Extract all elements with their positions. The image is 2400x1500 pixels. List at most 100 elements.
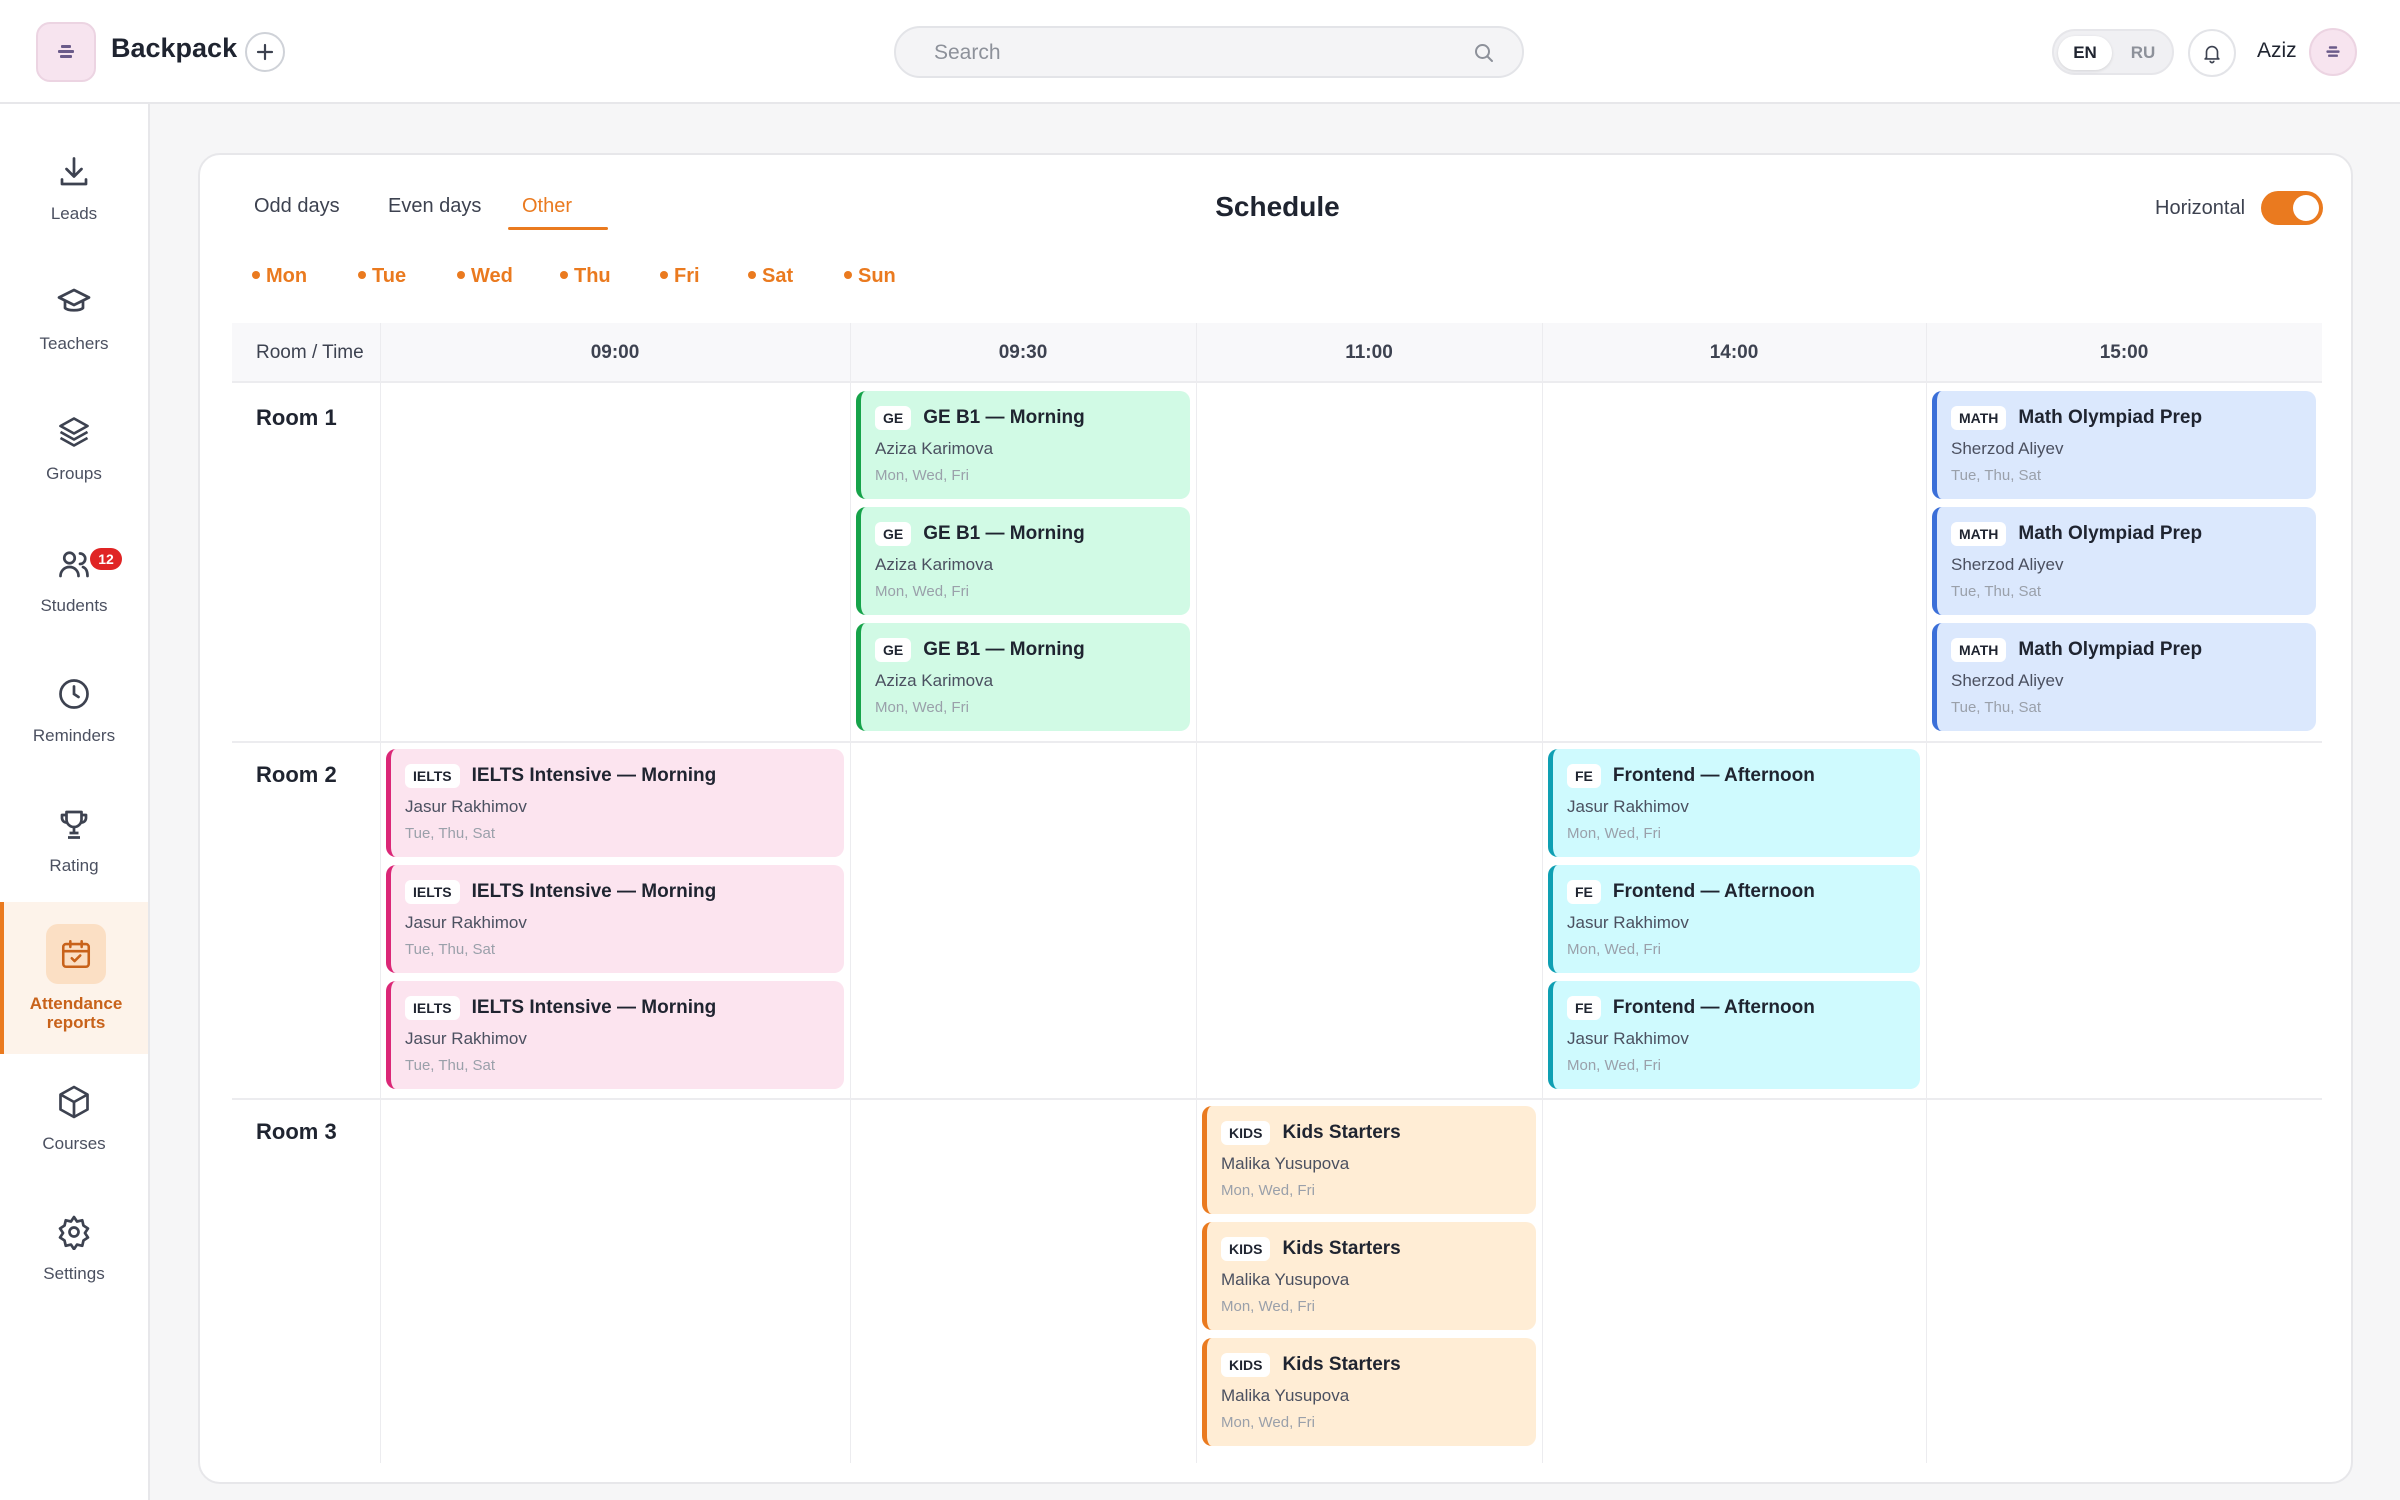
add-button[interactable]	[245, 32, 285, 72]
class-name: GE B1 — Morning	[923, 407, 1085, 428]
class-name: IELTS Intensive — Morning	[471, 881, 717, 902]
day-chip-wed[interactable]: Wed	[457, 265, 513, 288]
class-teacher: Jasur Rakhimov	[405, 1029, 527, 1048]
tab-odd-days[interactable]: Odd days	[254, 195, 340, 217]
sidebar-item-teachers[interactable]: Teachers	[0, 264, 148, 374]
class-teacher: Malika Yusupova	[1221, 1386, 1350, 1405]
class-days: Tue, Thu, Sat	[1951, 583, 2042, 600]
avatar[interactable]	[2309, 28, 2357, 76]
class-tag: FE	[1567, 996, 1601, 1020]
layers-icon	[59, 417, 89, 447]
class-teacher: Malika Yusupova	[1221, 1270, 1350, 1289]
class-card[interactable]: KIDS Kids Starters Malika Yusupova Mon, Wed…	[1202, 1222, 1536, 1330]
class-teacher: Aziza Karimova	[875, 439, 994, 458]
class-name: Math Olympiad Prep	[2018, 523, 2203, 544]
class-days: Mon, Wed, Fri	[1221, 1298, 1315, 1315]
class-card[interactable]: IELTS IELTS Intensive — Morning Jasur Rakh…	[386, 865, 844, 973]
class-tag: KIDS	[1221, 1353, 1271, 1377]
sidebar-item-students[interactable]: 12 Students	[0, 526, 148, 636]
day-chip-sun[interactable]: Sun	[844, 265, 896, 288]
time-column-header: 11:00	[1345, 342, 1393, 363]
students-count-badge: 12	[90, 548, 122, 570]
grid-header: Room / Time 09:00 09:30 11:00 14:00 15:0…	[232, 323, 2322, 383]
class-teacher: Aziza Karimova	[875, 555, 994, 574]
sidebar-item-leads[interactable]: Leads	[0, 134, 148, 244]
class-card[interactable]: MATH Math Olympiad Prep Sherzod Aliyev Tue,…	[1932, 623, 2316, 731]
bell-icon	[2204, 45, 2220, 64]
class-name: Kids Starters	[1282, 1122, 1401, 1143]
sidebar-item-label: Reminders	[32, 726, 116, 745]
sidebar-item-reminders[interactable]: Reminders	[0, 656, 148, 766]
class-card[interactable]: GE GE B1 — Morning Aziza Karimova Mon, Wed,…	[856, 391, 1190, 499]
graduation-cap-icon	[57, 288, 91, 312]
class-card[interactable]: GE GE B1 — Morning Aziza Karimova Mon, Wed,…	[856, 623, 1190, 731]
class-days: Mon, Wed, Fri	[1221, 1414, 1315, 1431]
class-days: Mon, Wed, Fri	[875, 467, 969, 484]
class-card[interactable]: FE Frontend — Afternoon Jasur Rakhimov Mon,…	[1548, 981, 1920, 1089]
sidebar-item-label: Courses	[42, 1134, 106, 1153]
class-card[interactable]: IELTS IELTS Intensive — Morning Jasur Rakh…	[386, 749, 844, 857]
day-chip-mon[interactable]: Mon	[252, 265, 307, 288]
room-label: Room 1	[256, 405, 337, 430]
day-chip-tue[interactable]: Tue	[358, 265, 406, 288]
sidebar-item-settings[interactable]: Settings	[0, 1194, 148, 1304]
class-name: IELTS Intensive — Morning	[471, 765, 717, 786]
class-days: Tue, Thu, Sat	[405, 941, 496, 958]
trophy-icon	[60, 810, 88, 839]
class-card[interactable]: GE GE B1 — Morning Aziza Karimova Mon, Wed,…	[856, 507, 1190, 615]
sidebar-item-rating[interactable]: Rating	[0, 786, 148, 896]
day-chip-sat[interactable]: Sat	[748, 265, 793, 288]
class-card[interactable]: KIDS Kids Starters Malika Yusupova Mon, Wed…	[1202, 1338, 1536, 1446]
tab-even-days[interactable]: Even days	[388, 195, 482, 217]
class-tag: FE	[1567, 764, 1601, 788]
tab-other[interactable]: Other	[522, 195, 573, 217]
clock-icon	[59, 679, 89, 709]
class-days: Mon, Wed, Fri	[1567, 825, 1661, 842]
class-tag: GE	[875, 638, 912, 662]
search-input[interactable]	[934, 40, 1454, 66]
time-column-header: 09:00	[590, 342, 640, 363]
class-card[interactable]: IELTS IELTS Intensive — Morning Jasur Rakh…	[386, 981, 844, 1089]
class-days: Mon, Wed, Fri	[1567, 941, 1661, 958]
class-tag: KIDS	[1221, 1121, 1271, 1145]
language-switcher: EN RU	[2052, 29, 2174, 75]
class-name: Frontend — Afternoon	[1612, 881, 1815, 902]
class-name: Frontend — Afternoon	[1612, 765, 1815, 786]
user-name[interactable]: Aziz	[2257, 39, 2297, 62]
class-card[interactable]: MATH Math Olympiad Prep Sherzod Aliyev Tue,…	[1932, 507, 2316, 615]
calendar-check-icon	[61, 939, 91, 969]
sidebar-item-label: Teachers	[39, 334, 109, 353]
class-teacher: Sherzod Aliyev	[1951, 439, 2064, 458]
sidebar-item-attendance-reports[interactable]: Attendance reports	[0, 902, 148, 1054]
search-bar[interactable]	[894, 26, 1524, 78]
class-card[interactable]: FE Frontend — Afternoon Jasur Rakhimov Mon,…	[1548, 865, 1920, 973]
class-teacher: Malika Yusupova	[1221, 1154, 1350, 1173]
class-teacher: Jasur Rakhimov	[405, 797, 527, 816]
class-days: Mon, Wed, Fri	[875, 699, 969, 716]
horizontal-toggle[interactable]	[2261, 191, 2323, 225]
lang-ru-option[interactable]: RU	[2130, 43, 2156, 62]
class-tag: KIDS	[1221, 1237, 1271, 1261]
plus-icon	[256, 43, 274, 61]
class-card[interactable]: KIDS Kids Starters Malika Yusupova Mon, Wed…	[1202, 1106, 1536, 1214]
day-chip-thu[interactable]: Thu	[560, 265, 611, 288]
class-teacher: Aziza Karimova	[875, 671, 994, 690]
class-name: Frontend — Afternoon	[1612, 997, 1815, 1018]
class-tag: FE	[1567, 880, 1601, 904]
day-chip-fri[interactable]: Fri	[660, 265, 700, 288]
lang-en-option[interactable]: EN	[2058, 36, 2112, 70]
class-days: Mon, Wed, Fri	[1567, 1057, 1661, 1074]
class-card[interactable]: MATH Math Olympiad Prep Sherzod Aliyev Tue,…	[1932, 391, 2316, 499]
notifications-button[interactable]	[2188, 29, 2236, 77]
time-column-header: 14:00	[1709, 342, 1759, 363]
app-logo[interactable]	[36, 22, 96, 82]
sidebar-item-label: Rating	[49, 856, 99, 875]
sidebar-item-groups[interactable]: Groups	[0, 394, 148, 504]
search-icon[interactable]	[1472, 41, 1496, 70]
download-icon	[60, 157, 88, 186]
sidebar-item-courses[interactable]: Courses	[0, 1064, 148, 1174]
toggle-knob	[2293, 195, 2319, 221]
top-bar: Backpack EN RU Aziz	[0, 0, 2400, 104]
class-card[interactable]: FE Frontend — Afternoon Jasur Rakhimov Mon,…	[1548, 749, 1920, 857]
brand-name: Backpack	[111, 33, 238, 63]
